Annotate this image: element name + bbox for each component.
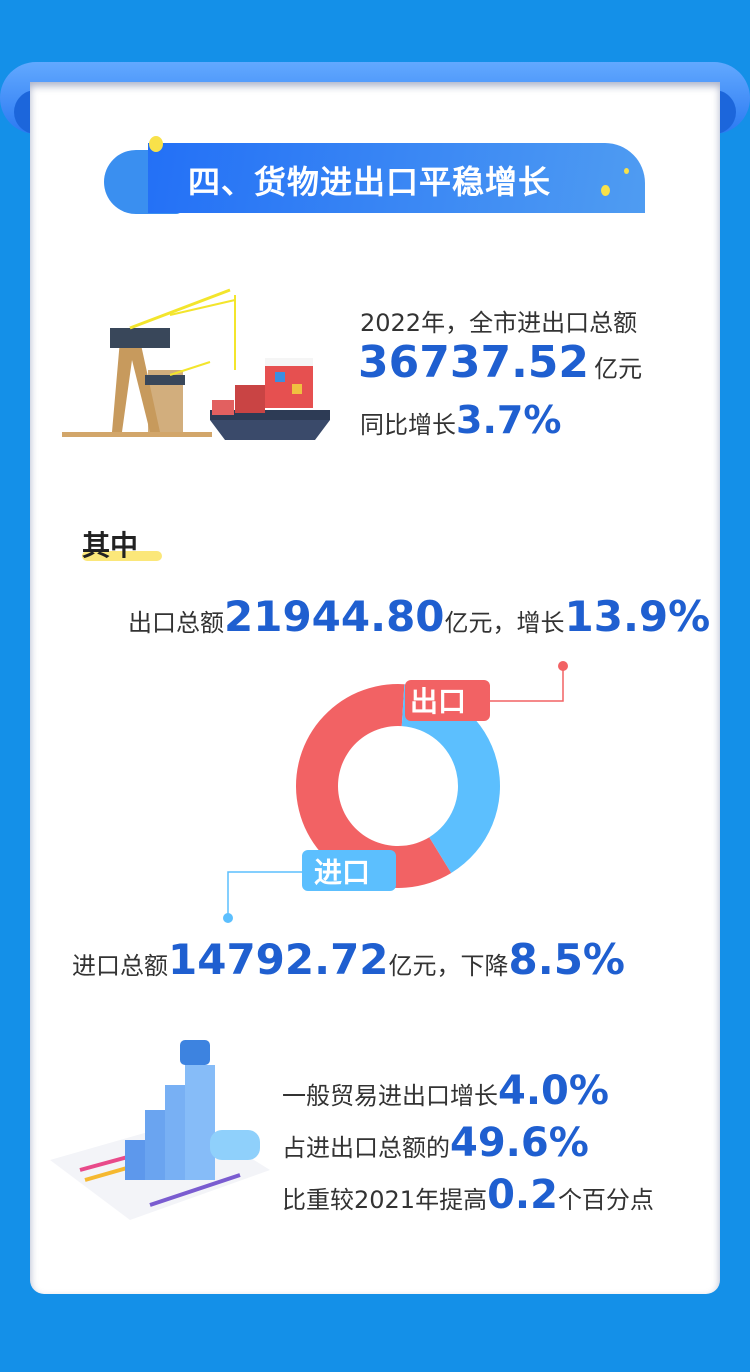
total-value: 36737.52 [358,337,590,388]
port-crane-illustration [62,288,330,440]
page-title: 四、货物进出口平稳增长 [188,163,552,201]
line3-text-b: 个百分点 [557,1186,654,1214]
general-trade-line2: 占进出口总额的49.6% [282,1120,589,1166]
export-donut-slice [295,684,452,888]
export-donut-label: 出口 [410,685,466,718]
import-summary: 进口总额14792.72亿元，下降8.5% [72,935,625,984]
export-summary: 出口总额21944.80亿元，增长13.9% [128,592,710,641]
section-label: 其中 [82,529,139,562]
growth-value: 3.7% [456,398,562,442]
bar-chart-thumbs-up-illustration [50,1040,270,1220]
line3-text-a: 比重较2021年提高 [282,1186,488,1214]
total-unit: 亿元 [594,355,643,383]
line2-text: 占进出口总额的 [282,1134,450,1162]
summary-line1: 2022年，全市进出口总额 [360,309,638,337]
line3-value: 0.2 [487,1172,558,1218]
line1-value: 4.0% [498,1068,609,1114]
export-leader-dot [558,661,568,671]
import-donut-tag [302,850,396,891]
general-trade-line3: 比重较2021年提高0.2个百分点 [282,1172,654,1218]
summary-growth: 同比增长3.7% [360,398,561,442]
export-leader-line [490,666,564,702]
import-leader-line [227,871,302,918]
trade-donut-chart: 出口 进口 [223,661,568,923]
export-label: 出口总额 [128,609,224,637]
summary-total: 36737.52 亿元 [358,337,642,388]
import-value: 14792.72 [168,935,389,984]
import-unit: 亿元，下降 [388,952,509,980]
import-change: 8.5% [508,935,626,984]
export-value: 21944.80 [224,592,445,641]
decor-dot [149,136,163,152]
import-label: 进口总额 [72,952,168,980]
export-unit: 亿元，增长 [444,609,565,637]
line2-value: 49.6% [450,1120,589,1166]
general-trade-line1: 一般贸易进出口增长4.0% [282,1068,609,1114]
title-banner [148,143,645,213]
section-underline [82,551,162,561]
import-leader-dot [223,913,233,923]
import-donut-label: 进口 [314,856,370,889]
export-donut-tag [405,680,490,721]
growth-label: 同比增长 [360,411,456,439]
decor-dot [601,185,610,196]
decor-dot [624,168,629,174]
export-change: 13.9% [564,592,711,641]
import-donut-slice [401,684,500,874]
line1-text: 一般贸易进出口增长 [282,1082,498,1110]
